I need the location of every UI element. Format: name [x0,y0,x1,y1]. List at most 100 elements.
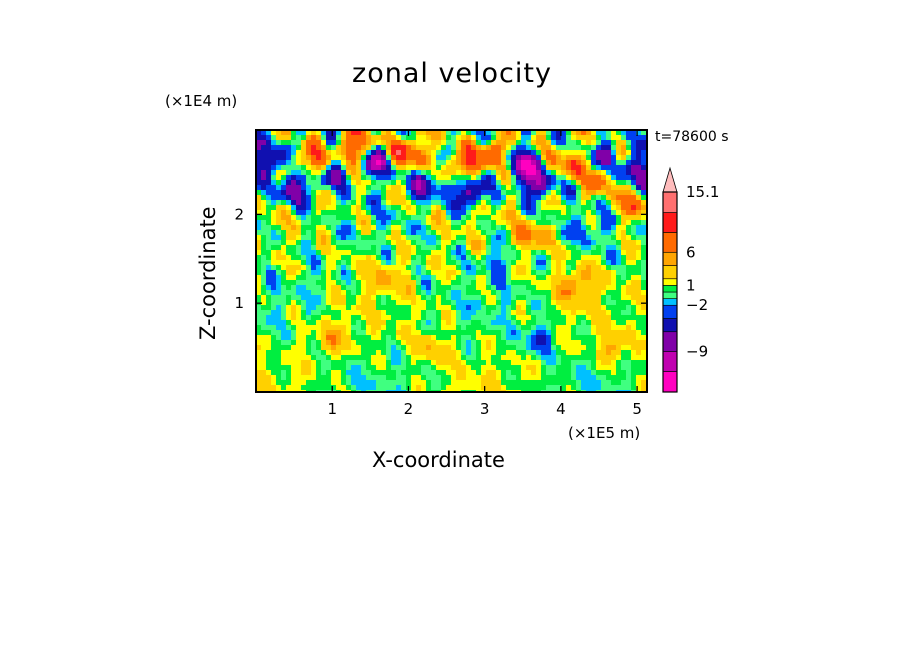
contour-cell [436,305,442,311]
contour-cell [511,250,517,256]
contour-cell [591,290,597,296]
contour-cell [536,245,542,251]
contour-cell [511,205,517,211]
contour-cell [551,340,557,346]
contour-cell [516,340,522,346]
contour-cell [606,340,612,346]
contour-cell [396,375,402,381]
contour-cell [376,250,382,256]
contour-cell [481,195,487,201]
contour-cell [286,160,292,166]
contour-cell [311,210,317,216]
contour-cell [551,185,557,191]
contour-cell [571,190,577,196]
contour-cell [266,385,272,391]
contour-cell [501,205,507,211]
contour-cell [421,290,427,296]
contour-cell [291,295,297,301]
contour-cell [256,215,262,221]
contour-cell [416,325,422,331]
contour-cell [411,345,417,351]
contour-cell [331,210,337,216]
contour-cell [561,355,567,361]
contour-cell [361,165,367,171]
contour-cell [431,185,437,191]
contour-cell [456,160,462,166]
contour-cell [526,235,532,241]
contour-cell [381,275,387,281]
contour-cell [266,215,272,221]
contour-cell [311,320,317,326]
contour-cell [386,135,392,141]
contour-cell [316,315,322,321]
contour-cell [556,365,562,371]
contour-cell [586,135,592,141]
contour-cell [316,295,322,301]
contour-cell [606,365,612,371]
contour-cell [341,180,347,186]
contour-cell [281,290,287,296]
contour-cell [366,190,372,196]
contour-cell [546,200,552,206]
contour-cell [391,175,397,181]
contour-cell [516,380,522,386]
contour-cell [536,225,542,231]
contour-cell [576,285,582,291]
contour-cell [256,340,262,346]
contour-cell [396,145,402,151]
contour-cell [531,155,537,161]
contour-cell [436,240,442,246]
contour-cell [341,270,347,276]
contour-cell [291,145,297,151]
contour-cell [376,145,382,151]
contour-cell [556,380,562,386]
contour-cell [461,365,467,371]
contour-cell [291,170,297,176]
contour-cell [266,240,272,246]
contour-cell [336,250,342,256]
contour-cell [511,380,517,386]
contour-cell [581,280,587,286]
contour-cell [271,300,277,306]
contour-cell [606,305,612,311]
contour-cell [521,135,527,141]
contour-cell [561,190,567,196]
contour-cell [421,205,427,211]
contour-cell [266,130,272,136]
contour-cell [476,140,482,146]
contour-cell [491,335,497,341]
contour-cell [541,385,547,391]
contour-cell [351,145,357,151]
contour-cell [331,335,337,341]
contour-cell [416,350,422,356]
contour-cell [321,375,327,381]
contour-cell [621,175,627,181]
contour-cell [426,305,432,311]
contour-cell [586,155,592,161]
contour-cell [266,295,272,301]
contour-cell [441,385,447,391]
contour-cell [266,260,272,266]
contour-cell [471,360,477,366]
contour-cell [521,305,527,311]
contour-cell [281,180,287,186]
contour-cell [476,355,482,361]
contour-cell [311,350,317,356]
contour-cell [336,150,342,156]
contour-cell [471,320,477,326]
contour-cell [591,250,597,256]
contour-cell [426,365,432,371]
contour-cell [586,230,592,236]
contour-cell [626,185,632,191]
contour-cell [576,140,582,146]
contour-cell [556,245,562,251]
contour-cell [276,190,282,196]
contour-cell [346,265,352,271]
contour-cell [361,380,367,386]
contour-cell [451,130,457,136]
contour-cell [631,330,637,336]
contour-cell [546,140,552,146]
contour-cell [301,200,307,206]
contour-cell [386,155,392,161]
contour-cell [431,235,437,241]
